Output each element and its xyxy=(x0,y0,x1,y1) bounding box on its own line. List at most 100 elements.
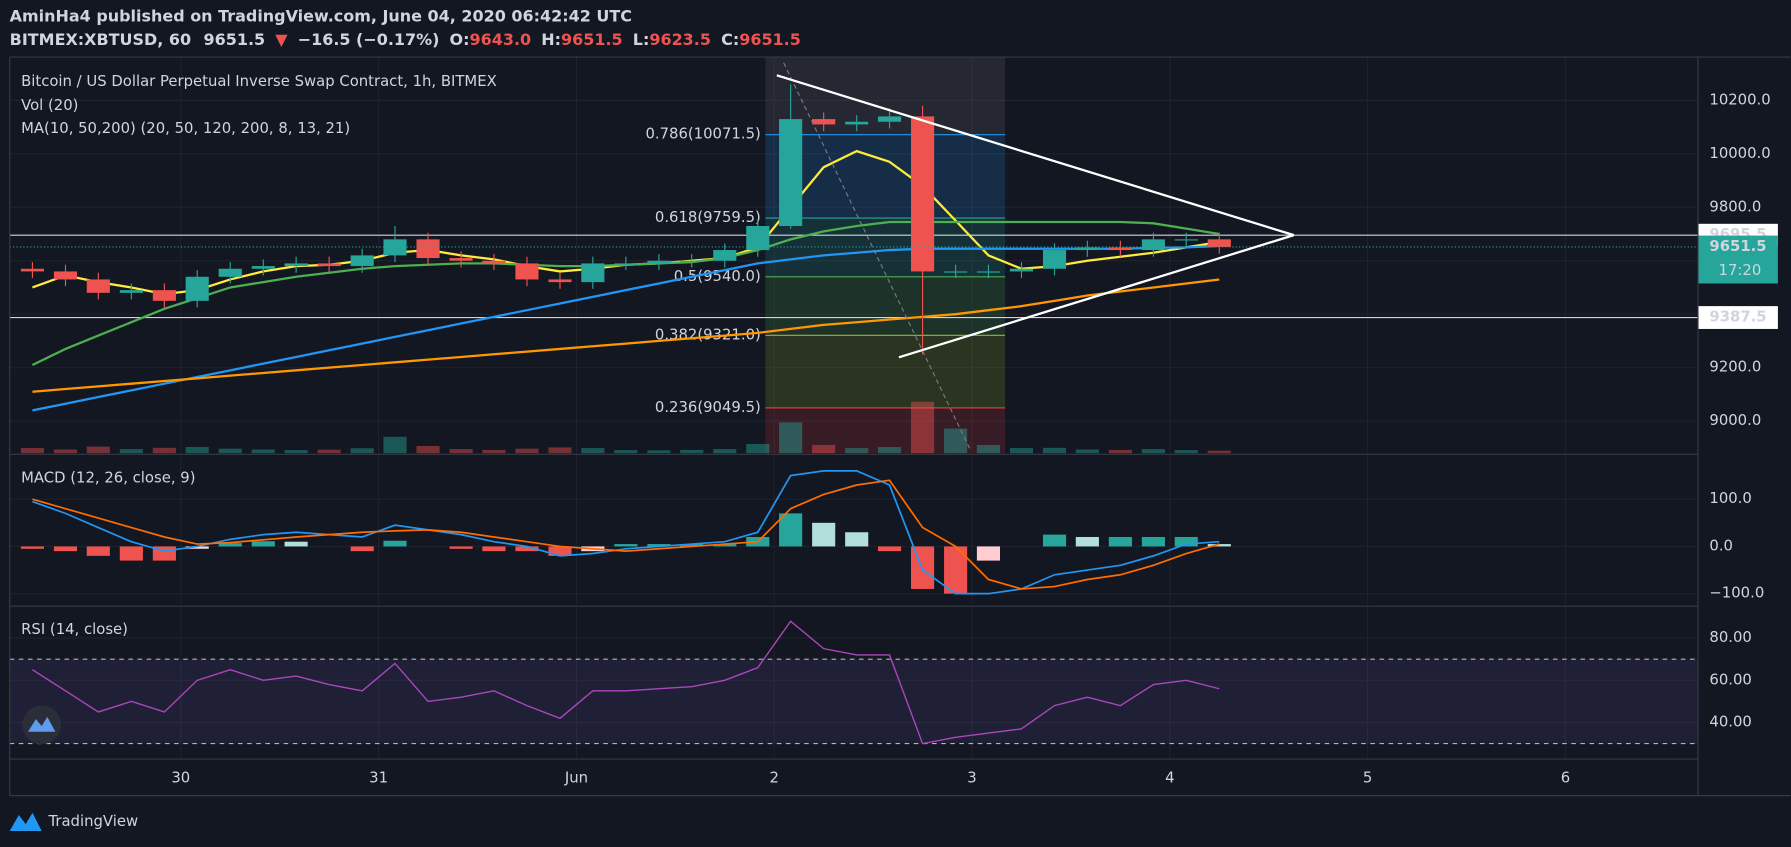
o-label: O: xyxy=(450,29,470,48)
y-tick-label: 80.00 xyxy=(1709,629,1751,646)
histogram-bar xyxy=(976,546,1001,561)
symbol-line: BITMEX:XBTUSD, 60 9651.5 ▼ −16.5 (−0.17%… xyxy=(10,29,801,48)
triangle-upper xyxy=(776,74,1295,237)
volume-bar xyxy=(251,449,275,454)
candle-body xyxy=(1141,239,1165,251)
histogram-bar xyxy=(877,546,902,552)
volume-bar xyxy=(284,450,308,454)
candle-body xyxy=(581,263,605,283)
histogram-bar xyxy=(1174,536,1198,547)
volume-bar xyxy=(218,448,242,454)
volume-bar xyxy=(944,428,968,454)
histogram-bar xyxy=(515,546,539,552)
x-tick-label: 4 xyxy=(1165,770,1174,787)
line-series xyxy=(32,479,1220,590)
volume-bar xyxy=(1075,449,1099,454)
histogram-bar xyxy=(1207,544,1231,547)
price-label: 9387.5 xyxy=(1709,309,1766,326)
candle-body xyxy=(53,271,78,280)
histogram-bar xyxy=(218,543,242,547)
histogram-bar xyxy=(119,546,143,561)
histogram-bar xyxy=(1108,536,1132,547)
histogram-bar xyxy=(383,540,407,547)
y-tick-label: 10000.0 xyxy=(1709,145,1770,162)
volume-bar xyxy=(581,448,605,454)
volume-bar xyxy=(713,449,737,454)
arrow: ▼ xyxy=(275,29,288,48)
chart-title: Bitcoin / US Dollar Perpetual Inverse Sw… xyxy=(21,73,497,90)
y-tick-label: 10200.0 xyxy=(1709,91,1770,108)
volume-bar xyxy=(119,449,143,454)
fib-band xyxy=(765,407,1006,454)
volume-bar xyxy=(185,447,209,454)
x-tick-label: Jun xyxy=(564,770,588,787)
candle-body xyxy=(548,279,572,283)
histogram-bar xyxy=(86,546,110,556)
triangle-lower xyxy=(898,234,1295,359)
candle-body xyxy=(185,276,209,301)
volume-bar xyxy=(976,444,1001,454)
brand-icon xyxy=(9,812,42,832)
x-tick-label: 3 xyxy=(967,770,976,787)
volume-bar xyxy=(779,422,803,454)
histogram-bar xyxy=(53,546,78,552)
fib-label: 0.5(9540.0) xyxy=(674,268,761,285)
candle-body xyxy=(515,263,539,280)
candle-body xyxy=(713,250,737,261)
candle-body xyxy=(647,260,671,264)
volume-bar xyxy=(877,447,902,454)
candle-body xyxy=(746,225,770,251)
candle-body xyxy=(976,271,1001,273)
last-price-label: 9651.5 xyxy=(1709,238,1766,255)
l-value: 9623.5 xyxy=(649,29,711,48)
line-series xyxy=(32,278,1220,393)
volume-bar xyxy=(449,449,473,454)
candle-body xyxy=(1174,239,1198,241)
histogram-bar xyxy=(449,546,473,549)
volume-bar xyxy=(317,449,341,454)
brand: TradingView xyxy=(48,813,139,830)
volume-bar xyxy=(383,436,407,454)
c-label: C: xyxy=(721,29,739,48)
h-value: 9651.5 xyxy=(561,29,623,48)
rsi-band xyxy=(9,659,1698,744)
x-tick-label: 30 xyxy=(171,770,190,787)
y-tick-label: 60.00 xyxy=(1709,671,1751,688)
histogram-bar xyxy=(779,513,803,547)
candle-body xyxy=(911,116,935,272)
logo-button[interactable] xyxy=(22,705,62,745)
volume-bar xyxy=(911,401,935,454)
line-series xyxy=(32,244,1220,412)
y-tick-label: 9000.0 xyxy=(1709,412,1761,429)
candle-body xyxy=(877,116,902,122)
candle-body xyxy=(152,290,176,301)
y-tick-label: 100.0 xyxy=(1709,490,1751,507)
change: −16.5 (−0.17%) xyxy=(298,29,440,48)
macd-title: MACD (12, 26, close, 9) xyxy=(21,469,195,486)
volume-bar xyxy=(1174,450,1198,454)
volume-bar xyxy=(515,448,539,454)
price: 9651.5 xyxy=(204,29,266,48)
candle-body xyxy=(218,268,242,277)
volume-bar xyxy=(416,445,440,454)
histogram-bar xyxy=(845,532,869,547)
candle-body xyxy=(20,268,44,272)
background-layer xyxy=(9,57,1698,758)
volume-bar xyxy=(680,449,704,454)
volume-bar xyxy=(53,449,78,454)
histogram-bar xyxy=(944,546,968,594)
price-label-box xyxy=(1697,306,1778,329)
histogram-bar xyxy=(251,541,275,547)
histogram-bar xyxy=(482,546,506,552)
candle-body xyxy=(1009,268,1034,272)
fib-label: 0.236(9049.5) xyxy=(655,399,761,416)
candle-body xyxy=(482,260,506,264)
candle-body xyxy=(1042,250,1067,269)
logo-icon xyxy=(27,716,56,732)
fib-band xyxy=(765,276,1006,336)
volume-bar xyxy=(647,450,671,454)
fib-label: 0.618(9759.5) xyxy=(655,209,761,226)
x-tick-label: 31 xyxy=(369,770,388,787)
